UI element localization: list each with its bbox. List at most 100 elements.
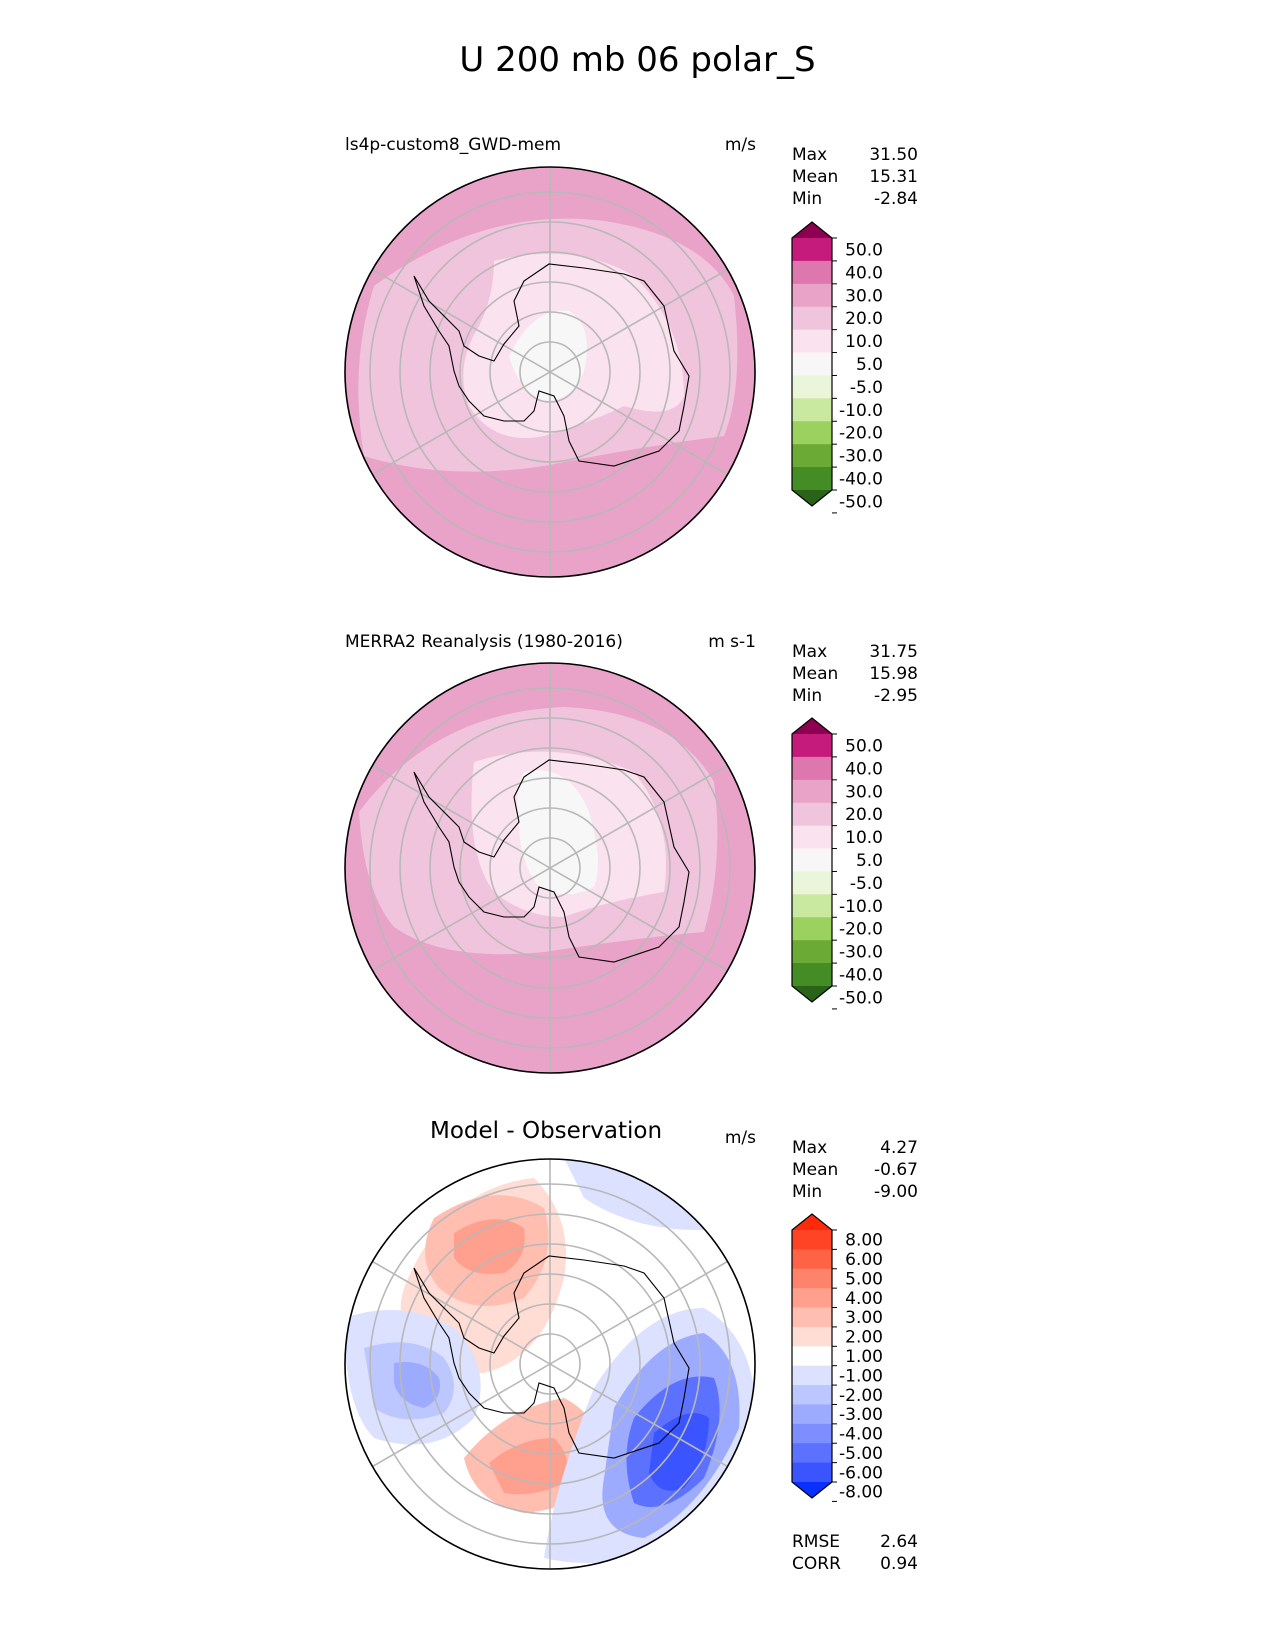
colorbar-segment	[792, 260, 832, 285]
colorbar-segment	[792, 1307, 832, 1328]
colorbar-tick-label: 30.0	[845, 782, 883, 802]
colorbar-tick-label: -8.00	[839, 1483, 883, 1503]
panel-1-label: ls4p-custom8_GWD-mem	[345, 135, 562, 155]
colorbar-segment	[792, 329, 832, 354]
panel-3-colorbar: 8.006.005.004.003.002.001.00-1.00-2.00-3…	[791, 1213, 883, 1503]
colorbar-segment	[792, 444, 832, 468]
stat-name: Mean	[792, 167, 839, 187]
panel-1-coastline	[413, 263, 690, 467]
stat-value: 15.31	[869, 167, 918, 187]
colorbar-tick-label: 4.00	[845, 1289, 883, 1309]
stat-name: RMSE	[792, 1532, 841, 1552]
colorbar-tick-label: 50.0	[845, 736, 883, 756]
panel-1-units: m/s	[724, 135, 756, 155]
colorbar-tick-label: -1.00	[839, 1366, 883, 1386]
colorbar-segment	[792, 1443, 832, 1464]
panel-2-units: m s-1	[708, 632, 756, 652]
colorbar-extend-bottom	[792, 986, 832, 1002]
panel-3-graticule	[369, 1159, 731, 1569]
colorbar-tick-label: -5.0	[850, 874, 883, 894]
colorbar-extend-top	[792, 1214, 832, 1230]
field-band-neg5-5	[509, 310, 587, 401]
colorbar-segment	[792, 802, 832, 827]
colorbar-segment	[792, 467, 832, 491]
colorbar-tick-label: -50.0	[839, 492, 883, 512]
colorbar-segment	[792, 1404, 832, 1425]
diff-negative-3	[394, 1362, 440, 1408]
panel-1-map-frame	[344, 166, 756, 578]
panel-3-polar-map	[344, 1158, 756, 1570]
panel-2-coastline	[413, 759, 690, 963]
colorbar-tick-label: 20.0	[845, 805, 883, 825]
colorbar-segment	[792, 1385, 832, 1405]
stat-name: Min	[792, 189, 823, 209]
colorbar-segment	[792, 1249, 832, 1270]
panel-1-polar-map	[344, 166, 756, 578]
colorbar-segment	[792, 306, 832, 331]
colorbar-segment	[792, 779, 832, 804]
colorbar-tick-label: 20.0	[845, 309, 883, 329]
panel-1-colorbar: 50.0 40.0 30.0 20.0 10.0 5.0 -5.0 -10.0 -20.0 -30…	[791, 221, 883, 514]
colorbar-segment	[792, 756, 832, 781]
diff-positive-5	[489, 1438, 568, 1495]
colorbar-segment	[792, 734, 832, 758]
stat-name: Max	[792, 642, 828, 662]
stat-name: Min	[792, 1182, 823, 1202]
panel-2-polar-map	[344, 662, 756, 1074]
colorbar-segment	[792, 398, 832, 422]
stat-value: 31.75	[869, 642, 918, 662]
stat-value: -2.84	[874, 189, 918, 209]
diff-positive-3	[454, 1219, 525, 1274]
stat-value: 2.64	[880, 1532, 918, 1552]
stat-value: -9.00	[874, 1182, 918, 1202]
colorbar-tick-label: 3.00	[845, 1308, 883, 1328]
colorbar-segment	[792, 963, 832, 987]
panel-3-units: m/s	[724, 1128, 756, 1148]
colorbar-tick-label: -6.00	[839, 1463, 883, 1483]
colorbar-tick-label: -5.0	[850, 378, 883, 398]
colorbar-tick-label: 50.0	[845, 240, 883, 260]
colorbar-extend-top	[792, 222, 832, 238]
stat-value: 0.94	[880, 1554, 918, 1574]
panel-1-stats: Max 31.50 Mean 15.31 Min -2.84	[792, 144, 918, 210]
panel-2-label: MERRA2 Reanalysis (1980-2016)	[345, 632, 623, 652]
colorbar-tick-label: -40.0	[839, 966, 883, 986]
colorbar-segment	[792, 1423, 832, 1444]
colorbar-tick-label: -30.0	[839, 943, 883, 963]
colorbar-segment	[792, 825, 832, 850]
colorbar-extend-bottom	[792, 1482, 832, 1498]
stat-name: Mean	[792, 664, 839, 684]
stat-value: -0.67	[874, 1160, 918, 1180]
colorbar-tick-label: 10.0	[845, 332, 883, 352]
stat-name: CORR	[792, 1554, 841, 1574]
stat-value: -2.95	[874, 686, 918, 706]
stat-name: Min	[792, 686, 823, 706]
colorbar-segment	[792, 283, 832, 308]
colorbar-tick-label: -10.0	[839, 401, 883, 421]
colorbar-tick-label: -30.0	[839, 447, 883, 467]
panel-3-extra-stats: RMSE 2.64 CORR 0.94	[792, 1531, 918, 1575]
colorbar-tick-label: 1.00	[845, 1347, 883, 1367]
figure-title: U 200 mb 06 polar_S	[459, 40, 816, 80]
colorbar-tick-label: -20.0	[839, 920, 883, 940]
colorbar-segment	[792, 1268, 832, 1289]
colorbar-tick-label: -4.00	[839, 1425, 883, 1445]
colorbar-extend-top	[792, 718, 832, 734]
stat-value: 31.50	[869, 145, 918, 165]
colorbar-segment	[792, 894, 832, 918]
colorbar-segment	[792, 1288, 832, 1309]
colorbar-extend-bottom	[792, 490, 832, 506]
colorbar-tick-label: -5.00	[839, 1444, 883, 1464]
panel-3-map-frame	[344, 1158, 756, 1570]
panel-1-graticule	[369, 167, 731, 577]
colorbar-segment	[792, 1462, 832, 1483]
colorbar-segment	[792, 421, 832, 445]
colorbar-tick-label: 5.0	[856, 355, 883, 375]
colorbar-segment	[792, 940, 832, 964]
stat-value: 4.27	[880, 1138, 918, 1158]
colorbar-tick-label: -40.0	[839, 470, 883, 490]
colorbar-segment	[792, 1326, 832, 1347]
panel-2-colorbar: 50.0 40.0 30.0 20.0 10.0 5.0 -5.0 -10.0 -20.0 -30…	[791, 717, 883, 1010]
colorbar-tick-label: 6.00	[845, 1250, 883, 1270]
colorbar-segment	[792, 1230, 832, 1250]
